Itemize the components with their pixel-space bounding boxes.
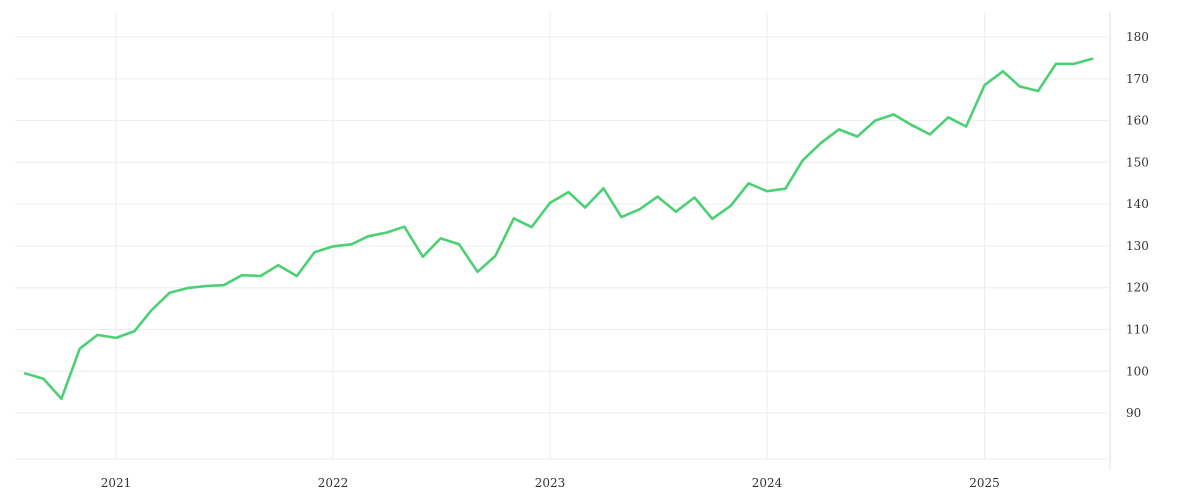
y-tick-label: 120 (1126, 281, 1149, 295)
x-tick-label: 2025 (969, 476, 1000, 490)
x-gridlines (115, 12, 986, 459)
x-tick-label: 2022 (318, 476, 349, 490)
x-tick-label: 2021 (101, 476, 132, 490)
x-tick-label: 2023 (535, 476, 566, 490)
series-group (23, 57, 1094, 401)
y-tick-label: 140 (1126, 197, 1149, 211)
y-tick-label: 90 (1126, 406, 1141, 420)
x-tick-labels: 2021 2022 2023 2024 2025 (101, 476, 1000, 490)
x-tick-label: 2024 (752, 476, 783, 490)
y-tick-label: 170 (1126, 72, 1149, 86)
y-tick-label: 150 (1126, 155, 1149, 169)
y-gridlines (15, 36, 1110, 460)
series-line-0 (23, 57, 1094, 401)
y-tick-label: 160 (1126, 114, 1149, 128)
y-tick-label: 100 (1126, 364, 1149, 378)
y-tick-label: 130 (1126, 239, 1149, 253)
y-tick-label: 110 (1126, 322, 1149, 336)
y-tick-label: 180 (1126, 30, 1149, 44)
y-tick-labels: 90 100 110 120 130 140 150 160 170 180 (1126, 30, 1149, 420)
